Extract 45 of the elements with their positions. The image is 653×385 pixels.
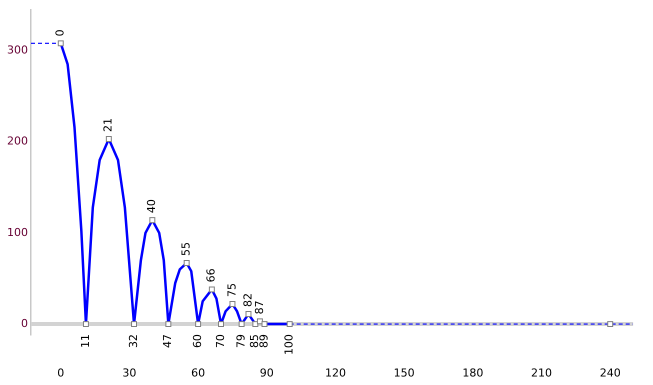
point <box>208 286 215 292</box>
annotation: 79 <box>234 334 248 348</box>
annotation: 32 <box>126 334 140 348</box>
annotation: 11 <box>78 334 92 348</box>
x-tick-label: 30 <box>122 366 136 380</box>
point <box>229 301 236 307</box>
y-tick-label: 200 <box>6 134 28 148</box>
y-tick-label: 0 <box>20 316 28 330</box>
x-tick-label: 90 <box>260 366 274 380</box>
annotation: 60 <box>190 334 204 348</box>
point <box>58 40 64 46</box>
annotation: 70 <box>214 334 227 348</box>
point <box>262 321 268 328</box>
x-tick-label: 210 <box>531 366 552 380</box>
point <box>195 321 202 328</box>
point <box>246 311 252 318</box>
point <box>286 321 293 328</box>
x-tick-label: 60 <box>191 366 206 380</box>
annotation: 21 <box>102 118 115 132</box>
point <box>184 260 190 266</box>
annotation: 82 <box>241 293 254 308</box>
point <box>82 321 89 328</box>
annotation: 66 <box>204 268 218 282</box>
annotation: 55 <box>180 242 193 256</box>
annotation: 75 <box>225 283 238 298</box>
point <box>607 321 614 328</box>
annotation: 0 <box>54 29 67 36</box>
annotation: 100 <box>282 334 296 356</box>
annotation: 87 <box>252 300 266 314</box>
x-tick-label: 240 <box>600 366 621 380</box>
point <box>149 217 156 224</box>
annotation: 89 <box>257 334 270 348</box>
point <box>218 321 224 328</box>
y-tick-label: 100 <box>6 226 28 239</box>
x-tick-label: 0 <box>57 366 64 380</box>
point <box>131 321 137 328</box>
point <box>106 136 112 142</box>
point <box>165 321 172 328</box>
x-tick-label: 180 <box>462 366 484 380</box>
annotation: 40 <box>145 199 158 214</box>
x-tick-label: 120 <box>324 366 346 380</box>
y-tick-label: 300 <box>6 43 28 56</box>
point <box>238 321 245 328</box>
x-tick-label: 150 <box>394 366 415 380</box>
annotation: 47 <box>161 334 174 348</box>
